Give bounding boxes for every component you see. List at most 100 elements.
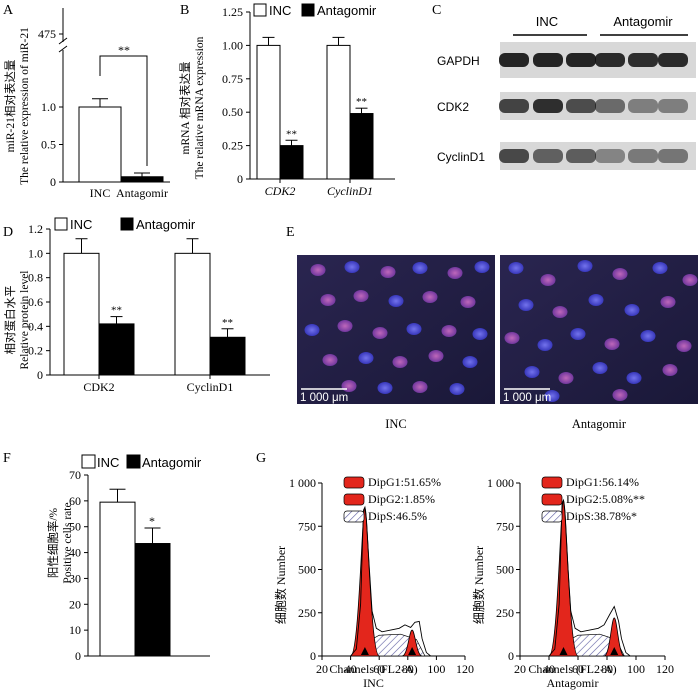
- blot-band: [595, 149, 625, 163]
- y-tick-label: 500: [298, 563, 316, 577]
- y-tick-label: 0.50: [222, 105, 243, 119]
- bar-antagomir-cdk2: [279, 145, 304, 180]
- x-tick-label: 120: [656, 662, 674, 676]
- blot-band: [533, 53, 563, 67]
- legend-swatch: [343, 493, 365, 506]
- micrograph-inc: [297, 255, 495, 404]
- g2-peak: [401, 629, 423, 657]
- histogram-name: INC: [363, 676, 384, 690]
- y-tick-label: 250: [298, 606, 316, 620]
- panel-a-plot: 0 0.5 1.0 475 INC Antagomir **: [38, 8, 170, 200]
- cell-nucleus: [449, 383, 465, 395]
- legend-swatch-antagomir: [126, 454, 141, 469]
- legend-label: DipS:46.5%: [368, 509, 427, 523]
- cell-nucleus: [377, 382, 393, 394]
- y-tick-label: 0.5: [41, 138, 56, 152]
- x-tick-label: CyclinD1: [327, 184, 373, 198]
- cell-nucleus: [337, 320, 353, 332]
- blot-band: [595, 99, 625, 113]
- y-tick-label: 1.25: [222, 5, 243, 19]
- significance-bracket: [99, 55, 148, 166]
- significance-label: **: [356, 96, 367, 108]
- cell-nucleus: [624, 304, 640, 316]
- axis-break-mark: [58, 37, 68, 45]
- y-tick-label: 1.00: [222, 38, 243, 52]
- y-tick-label: 0.6: [28, 295, 43, 309]
- significance-label: *: [149, 514, 155, 528]
- cell-nucleus: [353, 290, 369, 302]
- legend-label-antagomir: Antagomir: [317, 3, 377, 18]
- y-tick-label: 30: [69, 571, 81, 585]
- panel-c-blot: INC Antagomir GAPDH CDK2 CyclinD1: [437, 14, 696, 170]
- bar-inc-cyclind1: [174, 252, 211, 376]
- y-tick-label: 0.2: [28, 344, 43, 358]
- panel-e-letter: E: [286, 225, 295, 240]
- y-tick-label: 1.2: [28, 222, 43, 236]
- y-tick-label: 500: [496, 563, 514, 577]
- cell-nucleus: [508, 262, 524, 274]
- y-tick-label: 750: [298, 519, 316, 533]
- y-axis-label: 细胞数 Number: [273, 546, 288, 624]
- cell-nucleus: [676, 340, 692, 352]
- histogram-name: Antagomir: [547, 676, 599, 690]
- cell-nucleus: [412, 381, 428, 393]
- cell-nucleus: [537, 339, 553, 351]
- cell-nucleus: [388, 295, 404, 307]
- panel-d-ylabel-en: Relative protein level: [19, 271, 31, 370]
- cell-nucleus: [626, 372, 642, 384]
- x-tick-label: CyclinD1: [187, 380, 234, 394]
- significance-label: **: [286, 128, 297, 140]
- cell-nucleus: [612, 268, 628, 280]
- x-tick-label: 60: [572, 662, 584, 676]
- y-tick-label: 1 000: [487, 476, 514, 490]
- bar-inc-cdk2: [63, 252, 100, 376]
- legend-label-inc: INC: [269, 3, 291, 18]
- legend-label: DipG2:1.85%: [368, 492, 435, 506]
- panel-b-letter: B: [180, 3, 189, 18]
- micrograph-label: INC: [385, 417, 407, 431]
- legend-swatch-inc: [54, 217, 68, 231]
- significance-label: **: [118, 43, 130, 57]
- x-tick-label: 20: [316, 662, 328, 676]
- legend-label-antagomir: Antagomir: [142, 455, 202, 470]
- legend-label-inc: INC: [97, 455, 119, 470]
- scale-bar-label: 1 000 μm: [300, 392, 348, 404]
- cell-nucleus: [652, 262, 668, 274]
- cell-nucleus: [460, 296, 476, 308]
- blot-band: [658, 99, 688, 113]
- x-tick-label: CDK2: [83, 380, 114, 394]
- legend-swatch: [343, 476, 365, 489]
- cell-nucleus: [422, 291, 438, 303]
- blot-group-label: INC: [536, 14, 558, 29]
- panel-g: G 0 250 500 750 1 000 20 40 60 80 100 120 Channels …: [256, 451, 674, 690]
- histogram-envelope: [350, 505, 431, 657]
- x-tick-label: 40: [543, 662, 555, 676]
- legend-swatch: [541, 476, 563, 489]
- cell-nucleus: [577, 260, 593, 272]
- legend-label-inc: INC: [70, 217, 92, 232]
- cell-nucleus: [472, 328, 488, 340]
- y-tick-label: 750: [496, 519, 514, 533]
- legend-swatch-inc: [253, 3, 267, 17]
- y-tick-label: 0: [50, 175, 56, 189]
- significance-label: **: [111, 305, 122, 317]
- panel-d: D 相对蛋白水平 Relative protein level 00.20.40…: [3, 217, 270, 394]
- x-tick-label: 40: [345, 662, 357, 676]
- cell-nucleus: [447, 267, 463, 279]
- cell-nucleus: [412, 262, 428, 274]
- y-tick-label: 0: [508, 649, 514, 663]
- blot-band: [499, 149, 529, 163]
- cell-nucleus: [588, 294, 604, 306]
- y-tick-label: 1 000: [289, 476, 316, 490]
- blot-band: [533, 149, 563, 163]
- legend-label: DipG1:56.14%: [566, 475, 639, 489]
- scale-bar-label: 1 000 μm: [503, 392, 551, 404]
- cell-nucleus: [304, 324, 320, 336]
- cell-nucleus: [544, 390, 560, 402]
- panel-b: B mRNA 相对表达量 The relative mRNA expressio…: [178, 3, 395, 198]
- x-tick-label: Antagomir: [116, 186, 168, 200]
- peak-marker: [408, 647, 417, 655]
- cell-nucleus: [640, 330, 656, 342]
- y-tick-label: 0: [75, 649, 81, 663]
- cell-nucleus: [320, 294, 336, 306]
